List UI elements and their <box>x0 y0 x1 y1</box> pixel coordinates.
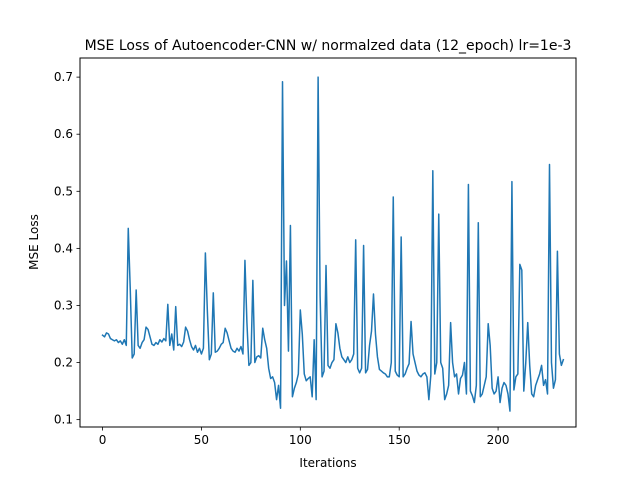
y-tick-label: 0.1 <box>54 413 73 427</box>
y-tick-label: 0.5 <box>54 184 73 198</box>
tick-layer: 0 50 100 150 200 0.1 0.2 0.3 0.4 0.5 0.6 0.7 <box>54 70 510 447</box>
x-tick-label: 200 <box>487 433 510 447</box>
x-tick-label: 100 <box>289 433 312 447</box>
y-tick-label: 0.4 <box>54 241 73 255</box>
y-tick-label: 0.2 <box>54 356 73 370</box>
y-tick-label: 0.7 <box>54 70 73 84</box>
y-axis-label: MSE Loss <box>27 214 41 270</box>
plot-area <box>80 58 576 427</box>
axes-frame <box>79 57 577 428</box>
y-tick-label: 0.3 <box>54 298 73 312</box>
x-tick-label: 150 <box>388 433 411 447</box>
data-layer <box>101 76 565 412</box>
series-line <box>101 76 565 412</box>
y-tick-label: 0.6 <box>54 127 73 141</box>
x-tick-label: 0 <box>99 433 107 447</box>
chart-title: MSE Loss of Autoencoder-CNN w/ normalzed… <box>85 38 572 54</box>
x-tick-label: 50 <box>194 433 209 447</box>
x-axis-label: Iterations <box>299 456 356 470</box>
